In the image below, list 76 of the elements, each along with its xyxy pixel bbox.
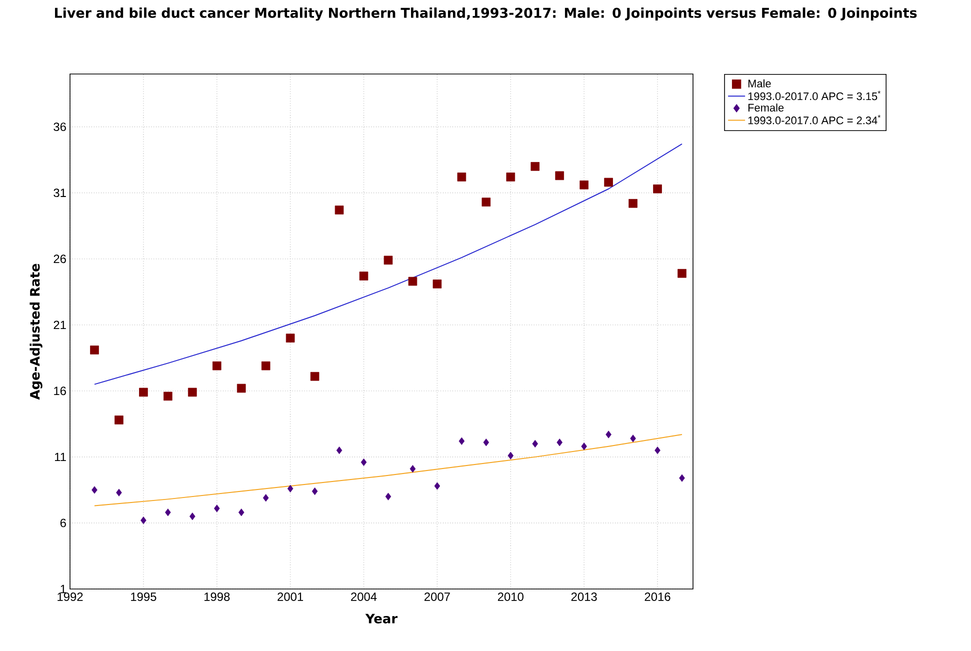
y-tick-label: 21 (54, 320, 66, 330)
x-tick-label: 2004 (351, 592, 377, 601)
legend-label: 1993.0-2017.0 APC = 3.15$^{*}$ (748, 90, 880, 100)
line-series (94, 434, 682, 506)
point (310, 372, 320, 381)
x-tick-label: 1998 (204, 592, 230, 601)
y-tick-label: 36 (54, 122, 66, 132)
point (287, 484, 294, 492)
point (334, 206, 344, 214)
x-axis-title: Year (365, 614, 398, 624)
x-tick-label: 2007 (424, 592, 450, 601)
point (261, 361, 270, 370)
point (92, 486, 98, 494)
point (410, 465, 416, 473)
point (116, 488, 122, 496)
point (214, 504, 220, 512)
point (139, 388, 148, 397)
point (604, 178, 613, 187)
point (556, 438, 562, 446)
legend-label: Female (748, 104, 784, 112)
point (212, 361, 222, 370)
point (555, 171, 564, 180)
point (408, 276, 418, 286)
point (654, 446, 660, 454)
legend-label: 1993.0-2017.0 APC = 2.34$^{*}$ (748, 114, 880, 124)
point (434, 482, 440, 490)
point (385, 492, 392, 500)
point (188, 388, 197, 397)
point (360, 458, 367, 466)
point (482, 198, 491, 206)
point (336, 446, 342, 454)
x-tick-label: 1995 (131, 592, 156, 601)
point (114, 416, 124, 424)
point (90, 346, 99, 354)
x-tick-label: 2001 (278, 592, 304, 601)
point (653, 184, 662, 194)
point (312, 487, 318, 496)
point (236, 384, 246, 393)
x-tick-label: 2010 (498, 592, 524, 601)
point (359, 272, 368, 280)
x-tick-label: 1992 (58, 592, 83, 601)
point (532, 440, 538, 448)
point (140, 516, 146, 524)
y-tick-label: 31 (54, 188, 66, 198)
x-tick-label: 2013 (571, 592, 597, 601)
point (483, 438, 490, 446)
x-tick-label: 2016 (644, 592, 670, 601)
y-axis-title: Age-Adjusted Rate (30, 264, 42, 400)
y-tick-label: 6 (60, 518, 66, 528)
point (581, 442, 587, 450)
point (457, 172, 466, 182)
point (432, 280, 442, 288)
line-series (94, 143, 682, 385)
point (506, 172, 516, 182)
y-tick-label: 16 (54, 386, 66, 396)
chart-title: Liver and bile duct cancer Mortality Northern Thailand,1993-2017: Male: 0 Joinpoints versus Female: 0 Joinpoints (55, 8, 917, 21)
point (262, 494, 269, 502)
legend-label: Male (748, 79, 771, 88)
point (164, 392, 172, 401)
y-tick-label: 1 (60, 584, 66, 594)
point (286, 334, 295, 342)
point (628, 199, 638, 208)
point (165, 508, 171, 516)
point (630, 434, 636, 442)
point (238, 508, 244, 516)
y-tick-label: 26 (54, 254, 66, 264)
point (458, 437, 465, 445)
point (679, 474, 685, 482)
point (606, 430, 612, 438)
point (384, 256, 393, 265)
point (508, 452, 514, 460)
point (580, 180, 588, 190)
point (190, 512, 196, 520)
point (678, 268, 686, 278)
point (530, 162, 540, 171)
y-tick-label: 11 (54, 452, 66, 462)
